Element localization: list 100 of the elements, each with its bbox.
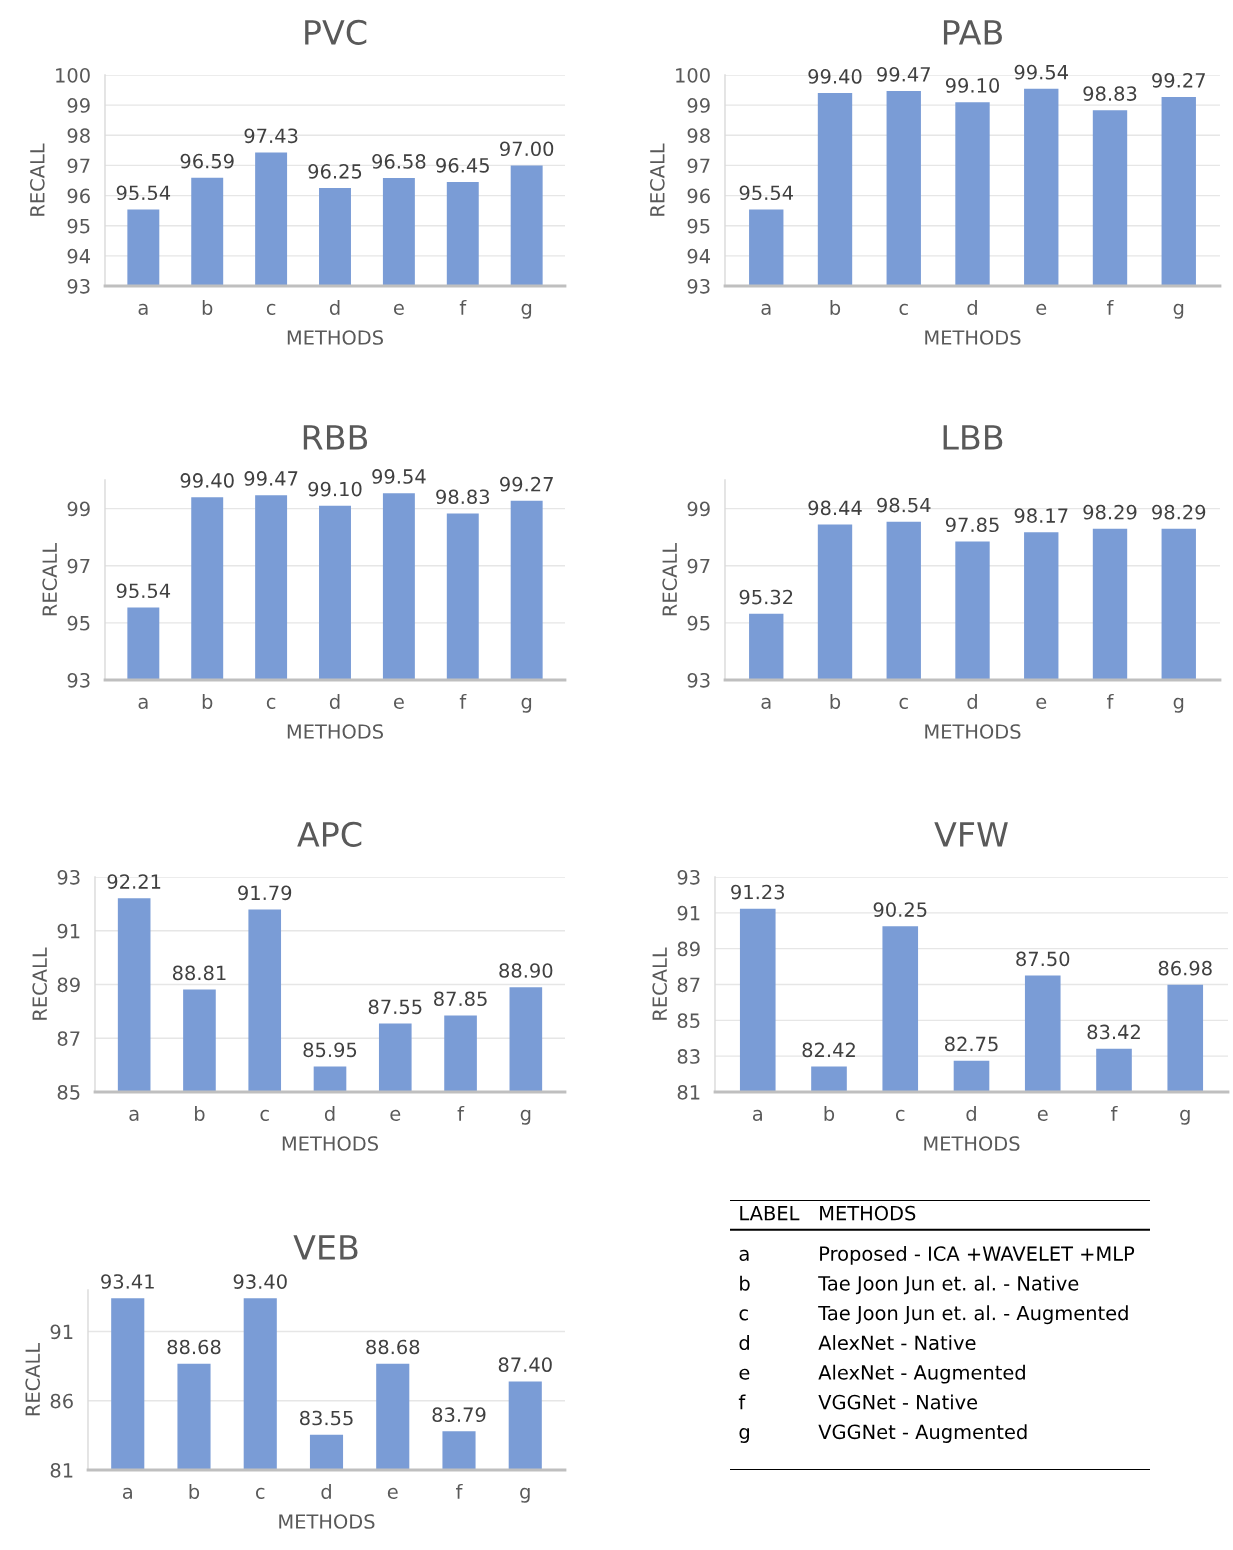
x-tick-label: g [1173,697,1184,713]
category-label: c [739,1309,748,1321]
x-tick-label: a [122,1487,132,1499]
x-tick-label: c [266,303,276,315]
x-tick-label: a [138,697,148,709]
data-label: 82.42 [802,1042,855,1058]
y-tick-label: 99 [67,98,90,113]
category-label: e [739,1368,750,1380]
data-label: 99.40 [808,69,862,84]
y-tick-label: 95 [67,615,90,631]
x-tick-label: e [393,303,404,315]
y-tick-label: 81 [677,1084,700,1100]
data-label: 98.54 [877,497,931,513]
x-tick-label: c [260,1109,269,1121]
data-label: 96.59 [180,153,234,169]
x-tick-label: g [1173,303,1184,319]
chart-title: VFW [934,822,1008,847]
y-tick-label: 93 [67,278,90,294]
x-axis-title: METHODS [925,724,1021,739]
y-tick-label: 89 [57,977,80,993]
x-tick-label: d [329,299,340,315]
y-tick-label: 98 [687,128,710,143]
x-tick-label: c [255,1487,265,1499]
data-label: 98.29 [1152,504,1206,520]
category-label: g [739,1428,749,1443]
text: VGGNet - Augmented [818,1424,1027,1443]
data-label: 98.83 [1083,86,1137,101]
data-label: 88.68 [366,1339,420,1355]
data-label: 95.54 [116,583,171,599]
data-label: 85.95 [303,1042,357,1058]
y-axis-title: RECALL [42,542,58,616]
x-tick-label: b [202,693,213,709]
y-axis-title: RECALL [29,143,45,216]
x-axis-title: METHODS [287,330,384,345]
y-tick-label: 95 [687,615,710,631]
data-label: 93.41 [101,1274,154,1289]
y-tick-label: 93 [677,869,700,885]
x-axis-title: METHODS [924,1136,1020,1151]
text: Tae Joon Jun et. al. - Augmented [818,1305,1128,1325]
y-tick-label: 98 [67,128,90,143]
y-tick-label: 83 [677,1049,700,1064]
x-tick-label: d [967,299,977,315]
y-tick-label: 85 [677,1013,700,1028]
x-tick-label: d [324,1105,335,1121]
x-tick-label: a [752,1109,762,1121]
data-label: 83.55 [299,1410,353,1426]
chart-title: VEB [293,1235,358,1260]
data-label: 87.85 [434,991,487,1007]
x-axis-title: METHODS [925,330,1021,345]
category-label: b [740,1275,750,1291]
y-axis-title: RECALL [652,947,668,1020]
y-tick-label: 93 [687,278,710,294]
data-label: 99.47 [877,66,930,82]
data-label: 87.55 [368,999,422,1015]
data-label: 86.98 [1158,960,1212,976]
y-tick-label: 97 [67,158,90,174]
text: AlexNet - Augmented [818,1364,1025,1384]
text: VGGNet - Native [818,1394,978,1410]
x-axis-title: METHODS [287,724,384,739]
y-tick-label: 93 [67,672,90,688]
y-tick-label: 99 [687,501,710,517]
y-axis-title: RECALL [25,1342,41,1416]
x-tick-label: g [520,1487,530,1503]
x-tick-label: c [899,697,908,709]
y-tick-label: 91 [677,905,700,921]
data-label: 88.81 [172,965,226,981]
x-axis-title: METHODS [279,1514,375,1529]
x-tick-label: c [895,1109,905,1121]
x-tick-label: g [1180,1109,1190,1125]
chart-title: APC [297,821,362,847]
text: AlexNet - Native [818,1335,976,1351]
x-tick-label: c [899,303,908,315]
data-label: 92.21 [107,874,161,889]
x-tick-label: e [1036,303,1047,315]
x-tick-label: g [520,1109,531,1125]
data-label: 90.25 [873,902,927,917]
x-tick-label: e [393,697,404,709]
y-tick-label: 91 [57,923,80,939]
x-tick-label: f [456,1483,463,1499]
x-tick-label: f [459,693,467,709]
y-tick-label: 100 [676,67,710,83]
x-tick-label: f [1107,299,1114,315]
y-tick-label: 93 [57,869,80,885]
data-label: 87.50 [1016,951,1070,967]
data-label: 99.54 [1014,64,1068,80]
x-tick-label: b [830,693,841,709]
data-label: 93.40 [233,1274,287,1289]
x-tick-label: f [1107,693,1114,709]
x-tick-label: d [967,693,977,709]
x-tick-label: b [189,1483,200,1499]
x-tick-label: a [761,303,771,315]
data-label: 87.40 [498,1357,552,1373]
data-label: 95.54 [116,185,171,201]
x-tick-label: e [1037,1109,1048,1121]
x-tick-label: c [266,697,276,709]
y-axis-title: RECALL [649,143,665,216]
x-tick-label: g [521,303,532,319]
data-label: 99.10 [308,481,362,497]
x-tick-label: b [195,1105,205,1121]
data-label: 83.79 [432,1407,486,1423]
